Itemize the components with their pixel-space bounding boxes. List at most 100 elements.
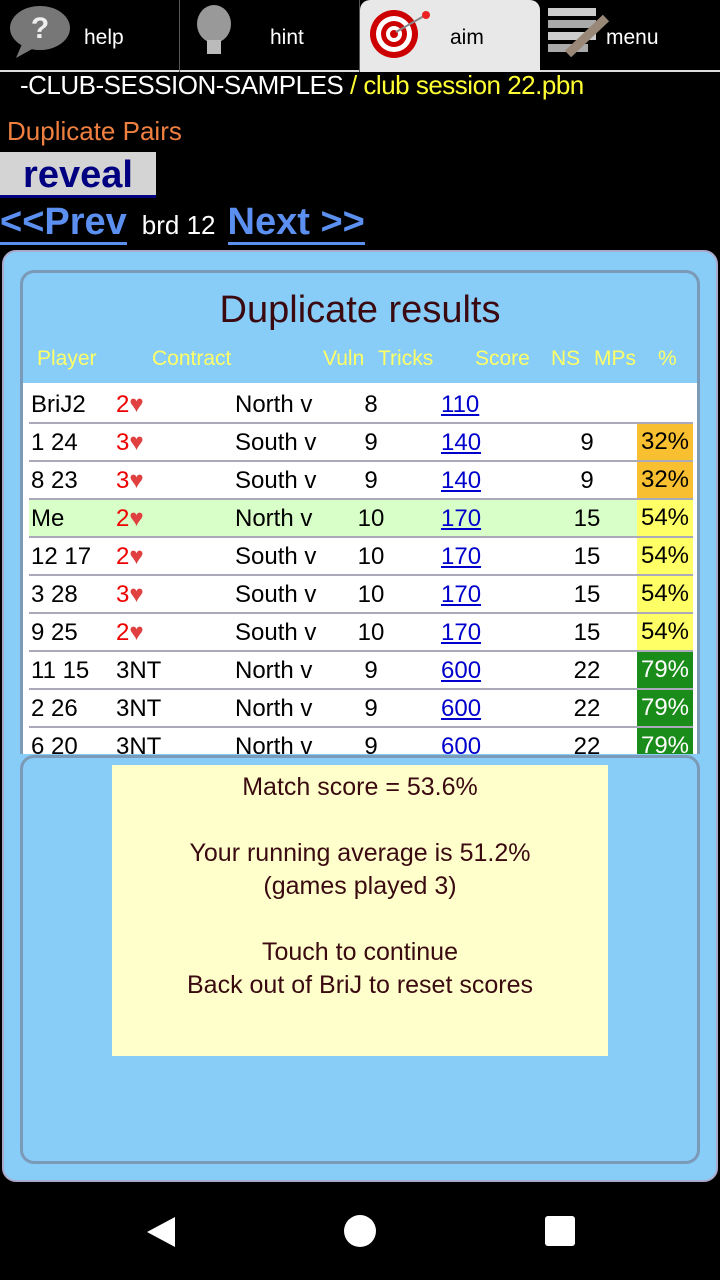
results-table[interactable]: BriJ2 2♥ North v 8 110 1 24 3♥ South v 9… [23,383,697,754]
score-link[interactable]: 170 [441,581,482,608]
tab-help[interactable]: ? help [0,0,180,72]
contract-level: 3NT [116,695,162,722]
table-row[interactable]: 8 23 3♥ South v 9 140 9 32% [29,462,693,500]
header-vuln: Vuln [323,347,365,370]
heart-suit-icon: ♥ [129,467,144,494]
match-score: Match score = 53.6% [242,773,478,801]
contract: 3♥ [116,581,144,609]
declarer: North v [235,391,313,418]
reveal-button[interactable]: reveal [0,152,156,198]
tricks: 9 [364,733,378,754]
score-link[interactable]: 140 [441,429,482,456]
folder-name: -CLUB-SESSION-SAMPLES [20,70,344,100]
tab-label: aim [450,26,484,49]
tab-aim[interactable]: aim [360,0,540,72]
header-score: Score [475,347,530,370]
table-row[interactable]: BriJ2 2♥ North v 8 110 [29,386,693,424]
percent [637,386,693,422]
percent: 79% [637,728,693,754]
contract-level: 3 [116,467,130,494]
contract-level: 2 [116,505,130,532]
prev-link[interactable]: <<Prev [0,201,127,245]
running-average: Your running average is 51.2% [189,839,531,867]
score-link[interactable]: 600 [441,657,482,684]
tricks: 9 [364,467,378,494]
header-tricks: Tricks [378,347,434,370]
help-bubble-icon: ? [10,6,70,58]
heart-suit-icon: ♥ [129,505,144,532]
heart-suit-icon: ♥ [129,429,144,456]
ns-mps: 15 [573,505,601,532]
ns-mps: 15 [573,581,601,608]
player: 12 17 [31,543,92,570]
score-link[interactable]: 140 [441,467,482,494]
percent: 79% [637,690,693,726]
file-path: -CLUB-SESSION-SAMPLES / club session 22.… [20,70,584,101]
percent: 79% [637,652,693,688]
tab-hint[interactable]: hint [180,0,360,72]
svg-text:?: ? [31,12,49,45]
contract-level: 3NT [116,657,162,684]
table-row[interactable]: 12 17 2♥ South v 10 170 15 54% [29,538,693,576]
tab-menu[interactable]: menu [540,0,720,72]
table-row[interactable]: 6 20 3NT North v 9 600 22 79% [29,728,693,754]
contract: 2♥ [116,391,144,419]
player: 8 23 [31,467,78,494]
games-played: (games played 3) [263,872,457,900]
tricks: 8 [364,391,378,418]
heart-suit-icon: ♥ [129,543,144,570]
tab-label: hint [270,26,304,49]
board-navigation: <<Prev brd 12 Next >> [0,202,365,246]
table-row[interactable]: 1 24 3♥ South v 9 140 9 32% [29,424,693,462]
player: Me [31,505,65,532]
menu-wrench-icon [548,8,610,58]
score-link[interactable]: 600 [441,695,482,722]
score-link[interactable]: 110 [441,391,480,418]
recents-icon[interactable] [545,1216,575,1246]
table-row[interactable]: 9 25 2♥ South v 10 170 15 54% [29,614,693,652]
contract-level: 3 [116,429,130,456]
table-row[interactable]: 2 26 3NT North v 9 600 22 79% [29,690,693,728]
table-row[interactable]: Me 2♥ North v 10 170 15 54% [29,500,693,538]
score-summary[interactable]: Match score = 53.6% Your running average… [112,765,608,1056]
lightbulb-icon [197,5,231,54]
reset-hint: Back out of BriJ to reset scores [187,971,533,999]
file-name: club session 22.pbn [363,70,584,100]
player: BriJ2 [31,391,86,418]
ns-mps: 15 [573,543,601,570]
score-link[interactable]: 170 [441,543,482,570]
contract: 3♥ [116,467,144,495]
tricks: 9 [364,695,378,722]
tricks: 10 [357,543,385,570]
path-separator: / [343,70,364,100]
table-row[interactable]: 11 15 3NT North v 9 600 22 79% [29,652,693,690]
percent: 54% [637,538,693,574]
tab-label: help [84,26,124,49]
contract: 3NT [116,657,161,685]
table-row[interactable]: 3 28 3♥ South v 10 170 15 54% [29,576,693,614]
heart-suit-icon: ♥ [129,391,144,418]
contract-level: 2 [116,543,130,570]
percent: 54% [637,500,693,536]
ns-mps: 9 [580,429,594,456]
contract-level: 3NT [116,733,162,754]
contract-level: 3 [116,581,130,608]
tricks: 10 [357,619,385,646]
player: 11 15 [31,657,90,684]
player: 6 20 [31,733,78,754]
back-icon[interactable] [145,1215,177,1249]
next-link[interactable]: Next >> [227,201,365,245]
contract: 2♥ [116,619,144,647]
score-link[interactable]: 170 [441,619,482,646]
contract: 2♥ [116,505,144,533]
contract: 3NT [116,695,161,723]
declarer: South v [235,543,317,570]
score-link[interactable]: 600 [441,733,482,754]
score-link[interactable]: 170 [441,505,482,532]
declarer: South v [235,429,317,456]
home-icon[interactable] [343,1214,377,1248]
touch-continue: Touch to continue [262,938,458,966]
ns-mps: 9 [580,467,594,494]
declarer: North v [235,505,313,532]
results-box: Duplicate results Player Contract Vuln T… [20,270,700,754]
